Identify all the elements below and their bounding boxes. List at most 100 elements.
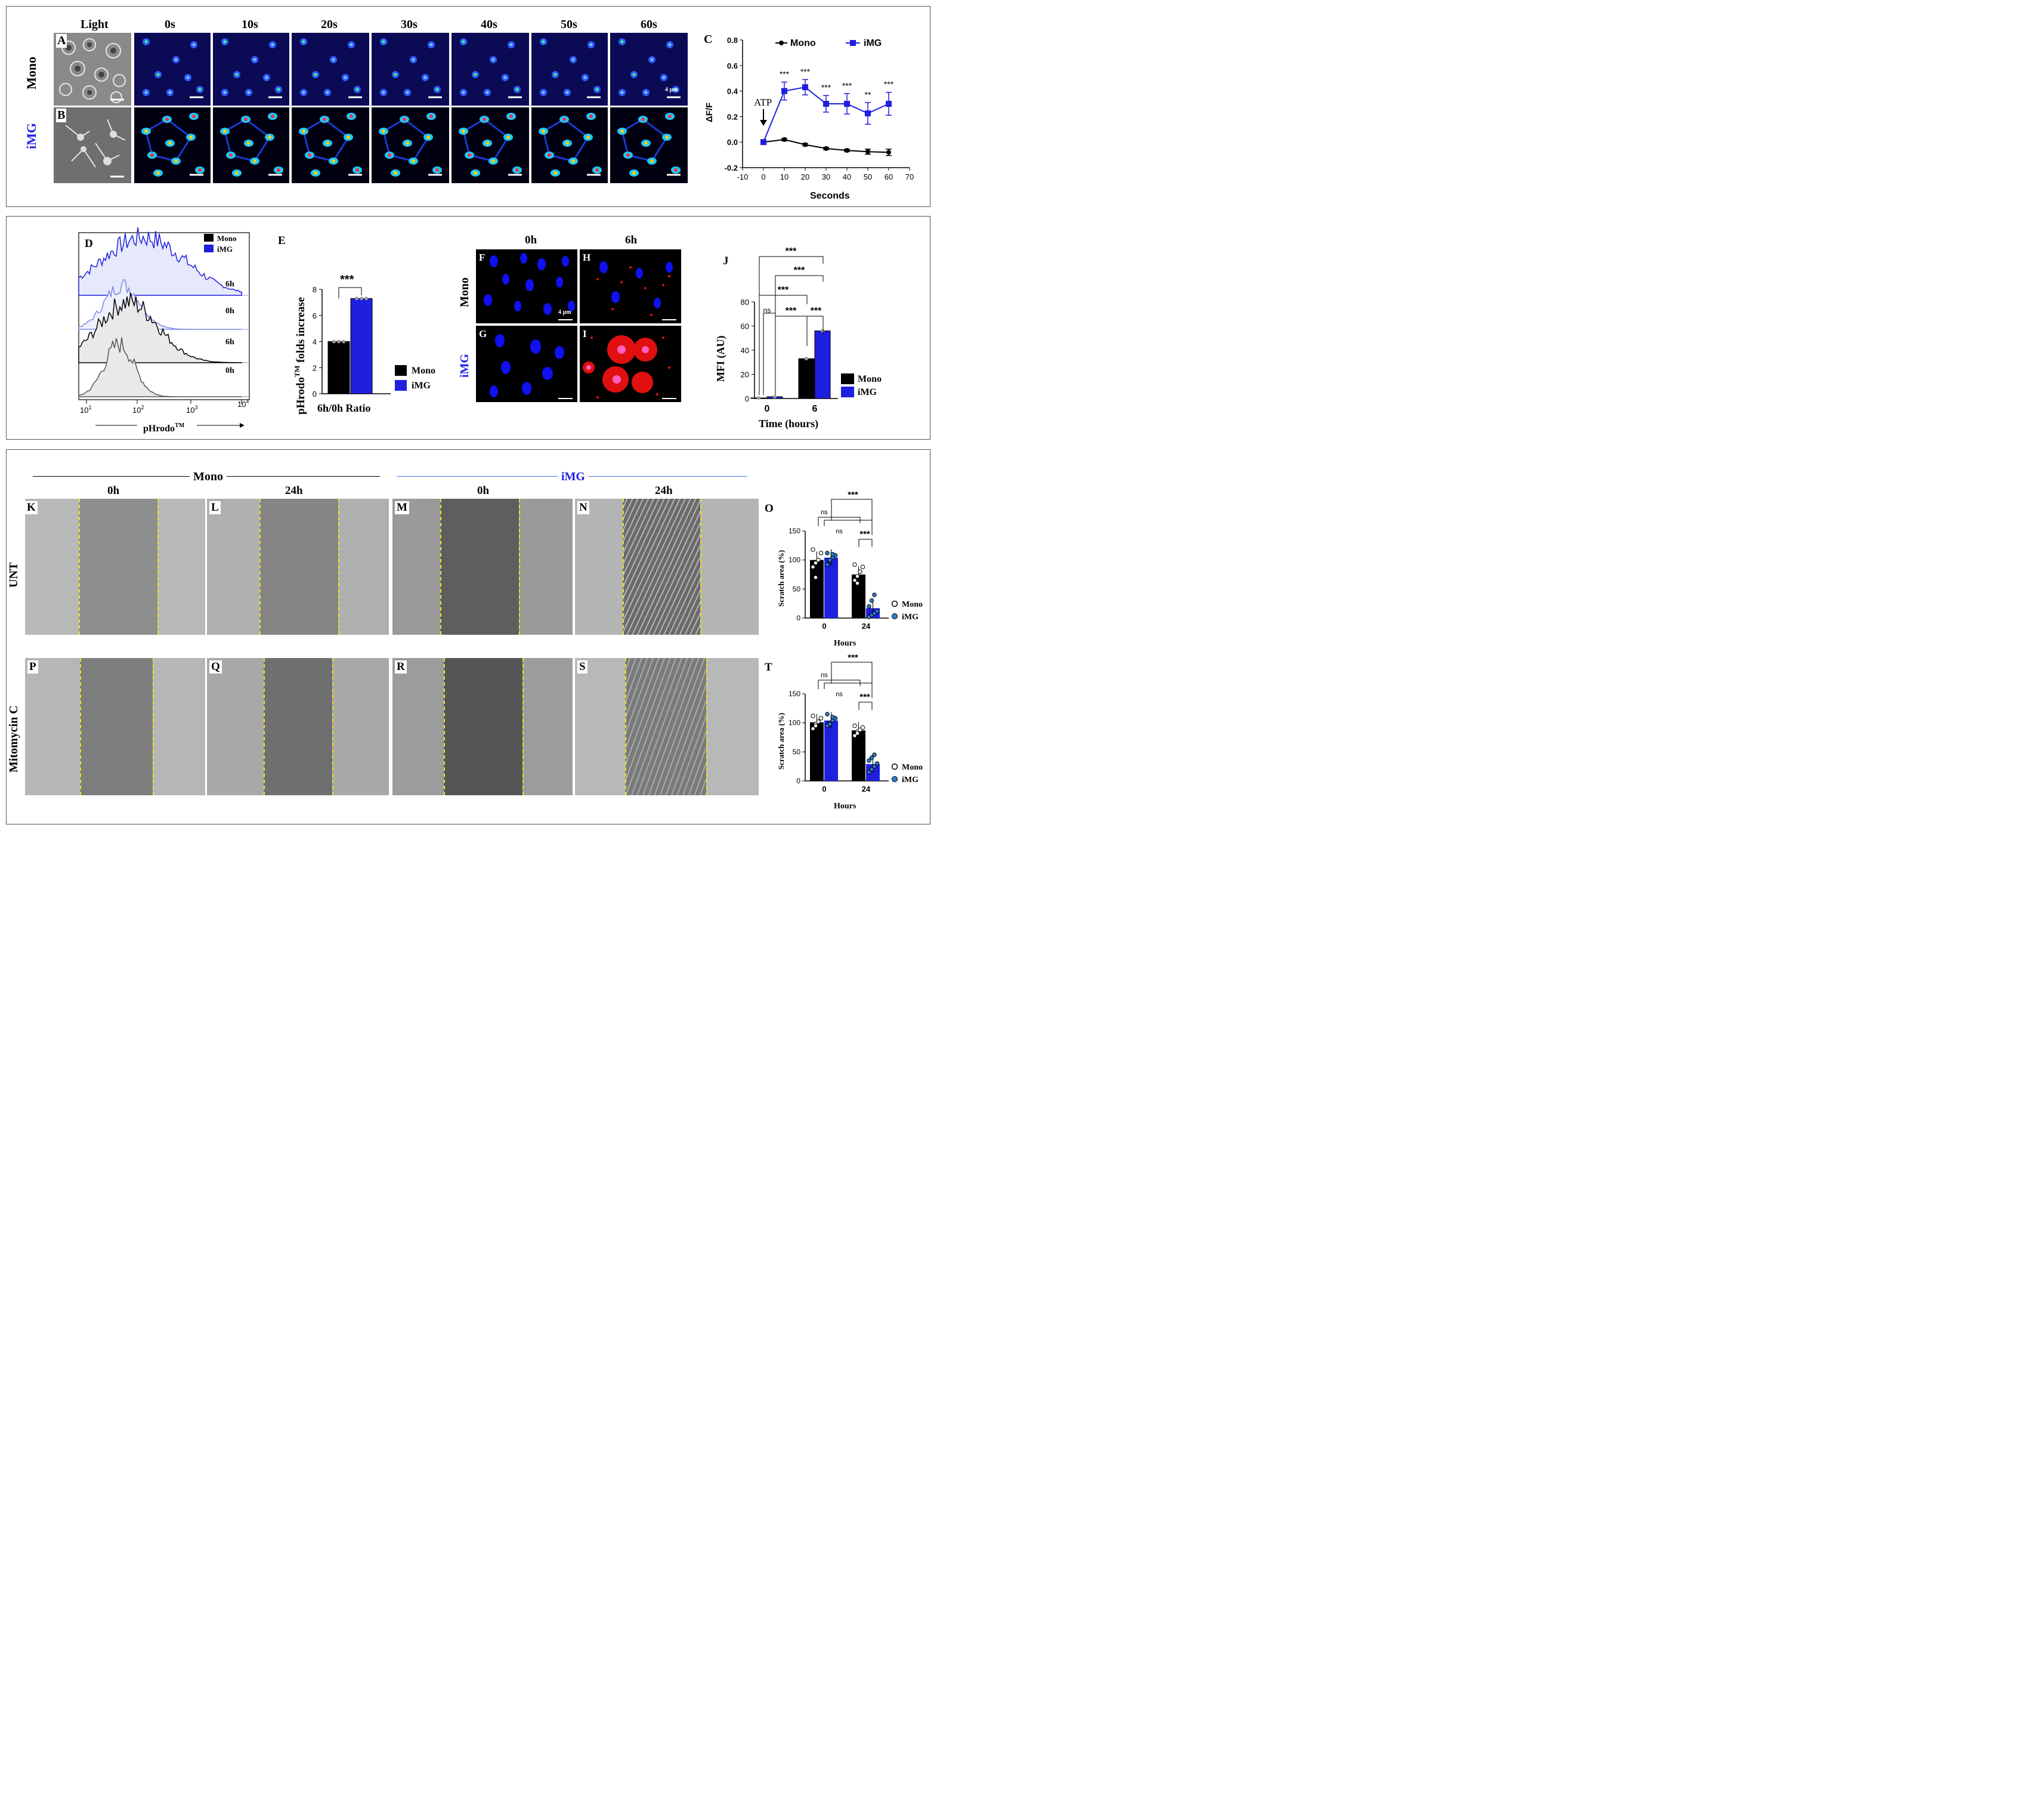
sig-j: ***: [778, 285, 789, 295]
datapoint: [852, 723, 857, 728]
ytick-label-j: 20: [741, 370, 749, 379]
cell-core: [174, 159, 178, 163]
datapoint-j: [821, 329, 824, 333]
cell-core: [271, 115, 274, 118]
cell-core: [265, 76, 268, 79]
datapoint: [869, 767, 874, 772]
header-10s: 10s: [242, 18, 258, 31]
cell-core: [674, 88, 678, 91]
legend-img-c: iMG: [864, 38, 882, 48]
sig-j: ***: [811, 306, 822, 316]
cell-core: [650, 159, 654, 163]
cell-core: [223, 91, 227, 94]
cell-core: [189, 135, 193, 139]
cell-core: [553, 73, 557, 76]
fluor-b-20s: [292, 107, 369, 183]
micrograph-h: H: [580, 249, 681, 323]
header-20s: 20s: [321, 18, 338, 31]
cell-core: [144, 40, 148, 44]
cell-core: [235, 73, 239, 76]
fluor-a-0s: [134, 33, 211, 106]
letter-r: R: [395, 660, 407, 674]
cell-core: [406, 91, 409, 94]
header-light: Light: [81, 18, 109, 31]
bar-mono-0: [810, 722, 824, 781]
cell-core: [674, 168, 678, 172]
sig-bracket-within-24: [858, 702, 873, 710]
cell-core: [620, 40, 624, 44]
ns-label: ns: [821, 509, 828, 516]
letter-q: Q: [209, 660, 222, 674]
nuclei-f: [484, 253, 575, 320]
cell-core: [462, 91, 465, 94]
row-label-img-b: iMG: [24, 123, 39, 149]
scale-label-a: 4 µm: [665, 87, 678, 93]
xtick-label: 24: [862, 784, 871, 793]
cell-core: [565, 91, 569, 94]
cell-core: [150, 153, 154, 157]
ytick-label-e: 6: [313, 311, 317, 320]
fluor-cells: [143, 38, 203, 98]
cell-core: [271, 43, 274, 47]
legend-mono-e: Mono: [412, 366, 435, 376]
legend-img-e: iMG: [412, 381, 431, 391]
cell-core: [235, 171, 239, 175]
xtick-label-c: 40: [843, 172, 851, 181]
datapoint: [852, 562, 857, 567]
fluor-cells: [141, 113, 205, 177]
sig-c: ***: [800, 67, 811, 76]
fluor-a-30s: [372, 33, 449, 106]
sig-j: ***: [786, 306, 797, 316]
ytick-label: 50: [793, 748, 801, 756]
datapoint: [867, 770, 871, 775]
cell-core: [186, 76, 190, 79]
cell-core: [423, 76, 427, 79]
scratch-q: Q: [207, 658, 389, 795]
cell-core: [198, 168, 202, 172]
atp-label: ATP: [754, 97, 772, 108]
sig-j: ***: [794, 265, 805, 276]
cell-core: [509, 115, 513, 118]
micrograph-b-light: B: [54, 107, 131, 183]
cell-core: [548, 153, 551, 157]
fluor-cells: [380, 38, 442, 98]
letter-m: M: [395, 501, 409, 514]
cell-core: [571, 159, 575, 163]
ytick-label-j: 80: [741, 298, 749, 307]
cell-core: [355, 168, 359, 172]
cell-core: [583, 76, 587, 79]
row-label-img-fi: iMG: [458, 354, 471, 378]
cell-core: [326, 141, 329, 145]
cell-core: [644, 141, 648, 145]
xtick-label: 0: [822, 622, 826, 631]
sig-bracket-j: [759, 295, 808, 391]
cell-core: [314, 171, 317, 175]
cell-core: [462, 129, 465, 133]
cell-core: [509, 43, 513, 47]
cell-core: [382, 129, 385, 133]
datapoint: [855, 580, 860, 586]
ytick-label-c: 0.8: [727, 36, 738, 45]
cell-core: [668, 43, 672, 47]
fluor-cells: [221, 38, 282, 98]
legend-box-mono-e: [395, 365, 407, 376]
legend-dot-mono: [891, 600, 898, 607]
letter-i: I: [583, 328, 587, 339]
cell-core: [302, 129, 305, 133]
cell-core: [277, 88, 280, 91]
ytick-label: 50: [793, 585, 801, 593]
ytick-label-c: 0.2: [727, 112, 738, 121]
hist-img-6h: [78, 227, 242, 296]
cell-core: [382, 40, 385, 44]
cell-core: [350, 115, 353, 118]
chart-e: pHrodoTM folds increase 6h/0h Ratio *** …: [293, 273, 435, 415]
letter-g: G: [479, 328, 487, 339]
sig-label: ***: [859, 692, 870, 702]
row-0h-img: 0h: [225, 307, 234, 316]
fluor-cells: [540, 38, 601, 98]
fluor-cells: [220, 113, 283, 177]
row-6h-mono: 6h: [225, 338, 234, 347]
datapoint: [825, 562, 830, 567]
cell-core: [314, 73, 317, 76]
sig-bracket-j: [806, 316, 824, 346]
